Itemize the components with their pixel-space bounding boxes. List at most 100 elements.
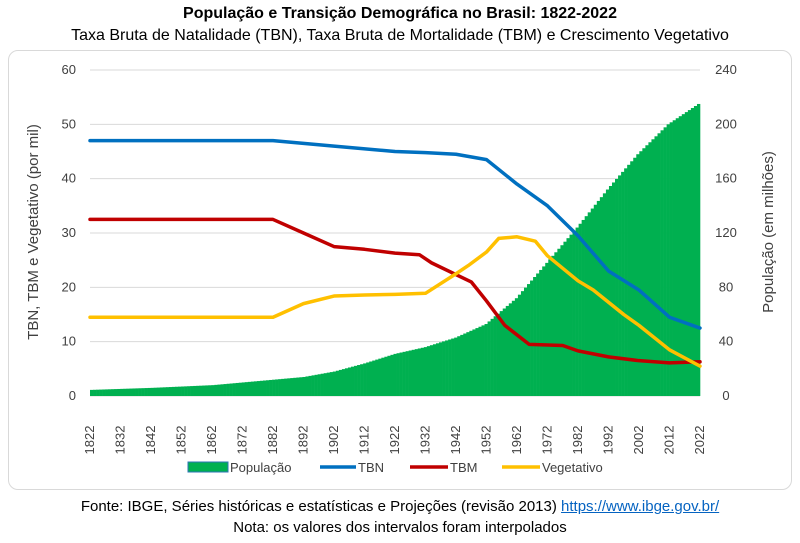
population-bar [460, 334, 464, 397]
population-bar [605, 189, 610, 396]
tbm-line [88, 217, 702, 365]
population-bar [539, 269, 543, 396]
x-tick-label: 1832 [113, 426, 128, 455]
population-bar [687, 110, 692, 396]
population-bar [696, 103, 701, 397]
population-bar [693, 106, 698, 396]
population-bar [338, 369, 343, 396]
population-bar [150, 387, 155, 396]
x-tick-label: 2012 [662, 426, 677, 455]
population-bar [99, 389, 103, 396]
right-tick-label: 0 [722, 388, 729, 403]
population-bar [375, 359, 379, 396]
population-bar [411, 349, 416, 396]
population-bar [93, 389, 97, 396]
x-tick-label: 1892 [296, 426, 311, 455]
population-bar [593, 204, 598, 396]
population-bar [108, 389, 112, 396]
x-tick-label: 1882 [265, 426, 280, 455]
x-tick-label: 1962 [509, 426, 524, 455]
left-tick-label: 30 [62, 225, 76, 240]
population-bar [335, 370, 340, 396]
population-bar [317, 374, 321, 396]
population-bar [111, 389, 115, 396]
population-bar [463, 333, 467, 396]
x-tick-label: 1972 [540, 426, 555, 455]
population-bar [630, 161, 634, 396]
population-bar [690, 108, 695, 396]
population-bar [475, 328, 479, 396]
population-bar [275, 379, 279, 396]
population-bar [496, 313, 500, 396]
population-bar [123, 388, 127, 396]
population-bar [184, 386, 188, 396]
left-tick-label: 0 [69, 388, 76, 403]
population-bar [141, 388, 145, 396]
population-bar [645, 145, 649, 396]
population-bar [256, 381, 261, 396]
population-bar [320, 373, 324, 396]
left-tick-label: 60 [62, 62, 76, 77]
population-bar [648, 142, 652, 396]
x-tick-label: 1902 [326, 426, 341, 455]
population-bar [520, 291, 525, 396]
population-bar [387, 355, 391, 396]
source-link[interactable]: https://www.ibge.gov.br/ [561, 498, 720, 515]
population-bar [193, 385, 197, 396]
population-bar [608, 186, 613, 396]
population-bar [217, 384, 221, 396]
population-bar [153, 387, 158, 396]
left-tick-label: 10 [62, 334, 76, 349]
population-bar [429, 345, 434, 396]
chart-title: População e Transição Demográfica no Bra… [183, 5, 617, 22]
population-bar [420, 347, 425, 396]
tbn-legend-label: TBN [358, 460, 384, 475]
population-bar [220, 384, 224, 396]
chart-frame [8, 50, 792, 490]
population-bar [165, 387, 170, 396]
population-bar [618, 175, 622, 396]
population-bar [181, 386, 185, 396]
population-bar [372, 360, 376, 396]
vegetativo-line [88, 235, 702, 368]
population-bar [174, 386, 179, 396]
population-bar [651, 139, 655, 396]
population-bar [329, 372, 334, 396]
population-legend-label: População [230, 460, 291, 475]
population-bar [351, 366, 355, 396]
population-bar [214, 384, 218, 396]
x-tick-label: 2002 [631, 426, 646, 455]
population-bar [611, 182, 616, 396]
population-bar [241, 382, 246, 396]
population-bar [442, 341, 446, 396]
population-bar [566, 238, 570, 396]
population-bar [259, 380, 264, 396]
population-bar [448, 339, 452, 396]
population-bar [269, 379, 273, 396]
population-bar [551, 255, 555, 396]
population-bar [168, 387, 173, 396]
population-bar [199, 385, 203, 396]
series-lines [88, 138, 702, 368]
population-bar [347, 367, 352, 396]
left-tick-label: 50 [62, 116, 76, 131]
population-bar [681, 114, 686, 397]
right-tick-label: 200 [715, 116, 737, 131]
population-bar [366, 362, 370, 396]
population-bar [332, 371, 337, 396]
x-tick-label: 1872 [235, 426, 250, 455]
population-bar [527, 284, 531, 396]
population-bar [657, 133, 661, 397]
population-bar [581, 219, 585, 396]
population-bar [587, 212, 592, 396]
footnote: Nota: os valores dos intervalos foram in… [233, 519, 567, 536]
population-bar [138, 388, 142, 396]
population-bar [281, 378, 285, 396]
population-bar [405, 351, 409, 396]
population-bar [229, 383, 233, 396]
x-tick-label: 1992 [601, 426, 616, 455]
x-tick-label: 1852 [174, 426, 189, 455]
left-axis-ticks: 0 10 20 30 40 50 60 [62, 62, 76, 403]
population-bar [354, 365, 358, 396]
population-bar [96, 389, 100, 396]
